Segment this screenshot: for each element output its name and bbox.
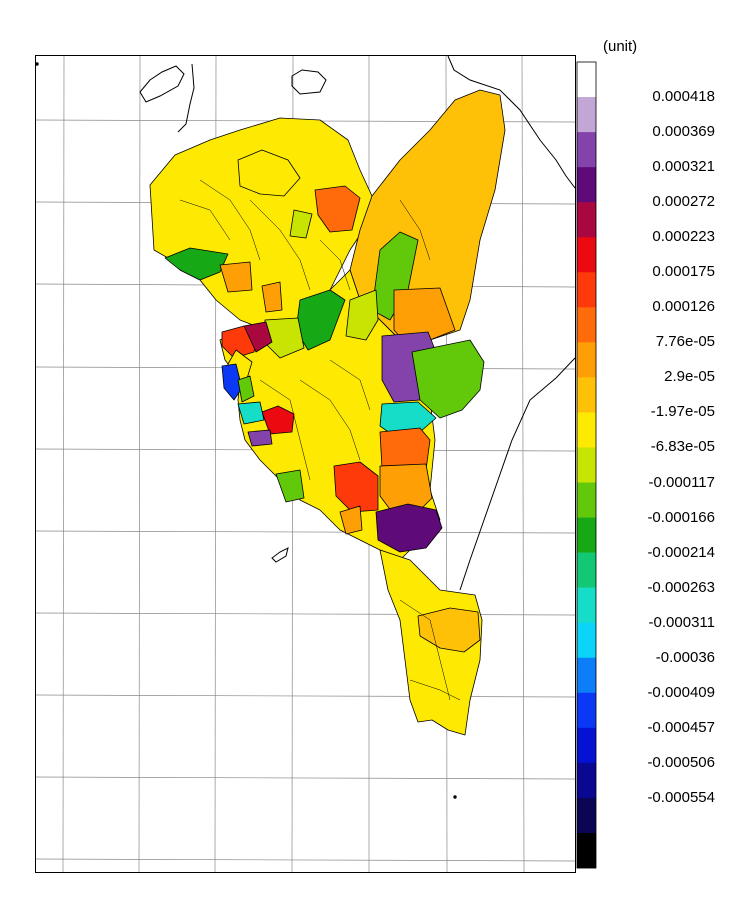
boundaries bbox=[179, 179, 461, 701]
regions bbox=[149, 89, 506, 736]
legend-swatch bbox=[577, 552, 596, 588]
region-tile bbox=[237, 375, 255, 403]
legend-swatch bbox=[577, 692, 596, 729]
legend-swatch bbox=[577, 412, 596, 448]
legend-label: -0.000409 bbox=[647, 683, 715, 701]
legend-label: -0.000506 bbox=[647, 753, 715, 771]
region-tile bbox=[221, 363, 243, 401]
legend-swatch bbox=[577, 587, 596, 623]
legend-swatch bbox=[577, 97, 596, 133]
region-tile bbox=[411, 339, 485, 419]
legend-swatch bbox=[577, 62, 596, 98]
region-tile bbox=[237, 149, 301, 197]
legend-swatch bbox=[577, 272, 596, 308]
legend-label: -0.00036 bbox=[655, 648, 715, 666]
region-tile bbox=[237, 401, 265, 425]
legend-swatch bbox=[577, 167, 596, 203]
legend-swatch bbox=[577, 762, 596, 799]
legend-label: -0.000214 bbox=[647, 543, 715, 561]
legend-label: -1.97e-05 bbox=[650, 403, 715, 421]
legend-swatch bbox=[577, 377, 596, 413]
legend-colorbar bbox=[576, 61, 597, 869]
legend-label: -0.000457 bbox=[647, 718, 715, 736]
legend-swatch bbox=[577, 727, 596, 764]
legend-label: 0.000175 bbox=[652, 263, 715, 281]
legend-unit: (unit) bbox=[603, 38, 638, 55]
legend-swatch bbox=[577, 342, 596, 378]
legend-label: -0.000554 bbox=[647, 788, 715, 806]
legend-label: 0.000223 bbox=[652, 228, 715, 246]
legend-colorbar-frame bbox=[576, 61, 597, 869]
region-tile bbox=[314, 185, 361, 233]
legend-swatch bbox=[577, 832, 596, 869]
legend-label: 0.000126 bbox=[652, 298, 715, 316]
region-tile bbox=[345, 289, 379, 341]
region-tile bbox=[247, 429, 273, 447]
coastlines bbox=[35, 55, 576, 799]
legend-label: -0.000117 bbox=[648, 473, 715, 491]
region-tile bbox=[219, 261, 253, 293]
legend-label: -0.000263 bbox=[647, 578, 715, 596]
legend-label: 2.9e-05 bbox=[664, 368, 715, 386]
legend-label: -6.83e-05 bbox=[650, 438, 715, 456]
legend-label: 0.000418 bbox=[652, 88, 715, 106]
region-tile bbox=[243, 321, 273, 353]
legend-label: 0.000369 bbox=[652, 123, 715, 141]
legend-swatch bbox=[577, 237, 596, 273]
legend-swatch bbox=[577, 517, 596, 553]
region-tile bbox=[275, 469, 305, 503]
legend-swatch bbox=[577, 202, 596, 238]
legend-swatch bbox=[577, 132, 596, 168]
legend-swatch bbox=[577, 307, 596, 343]
region-tile bbox=[164, 247, 229, 281]
legend-label: 0.000321 bbox=[652, 158, 715, 176]
legend-label: -0.000311 bbox=[648, 613, 715, 631]
legend-swatch bbox=[577, 657, 596, 694]
legend-swatch bbox=[577, 482, 596, 518]
region-tile bbox=[261, 281, 283, 313]
region-tile bbox=[289, 209, 313, 239]
region-tile bbox=[333, 461, 379, 513]
legend-swatch bbox=[577, 797, 596, 834]
legend-swatch bbox=[577, 447, 596, 483]
legend-label: -0.000166 bbox=[647, 508, 715, 526]
legend-label: 7.76e-05 bbox=[655, 333, 715, 351]
region-tile bbox=[417, 607, 481, 653]
legend-label: 0.000272 bbox=[652, 193, 715, 211]
legend-swatch bbox=[577, 622, 596, 659]
region-tile bbox=[339, 505, 363, 535]
region-tile bbox=[375, 503, 443, 553]
